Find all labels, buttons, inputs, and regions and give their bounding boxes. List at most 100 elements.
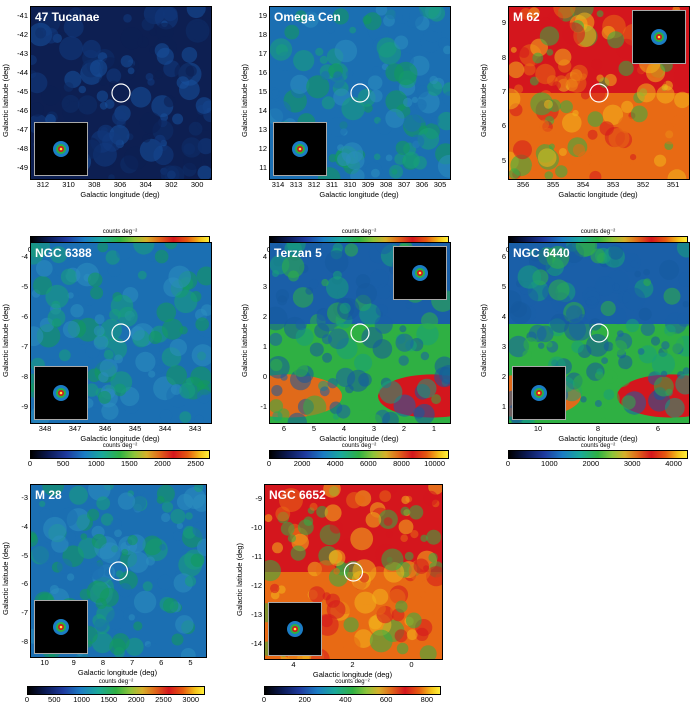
- x-tick-label: 354: [576, 180, 590, 189]
- x-tick-label: 1: [431, 424, 437, 433]
- y-axis-label: Galactic latitude (deg): [1, 542, 10, 615]
- x-tick-label: 312: [36, 180, 50, 189]
- y-tick-label: 0: [262, 372, 267, 381]
- x-tick-label: 346: [98, 424, 112, 433]
- x-tick-label: 8: [595, 424, 601, 433]
- x-tick-label: 345: [128, 424, 142, 433]
- y-tick-label: 2: [501, 372, 506, 381]
- y-axis-label: Galactic latitude (deg): [1, 64, 10, 137]
- x-tick-label: 356: [516, 180, 530, 189]
- colorbar-tick-label: 0: [266, 459, 272, 468]
- y-axis-label: Galactic latitude (deg): [1, 304, 10, 377]
- y-axis-label: Galactic latitude (deg): [479, 64, 488, 137]
- y-tick-label: -1: [260, 402, 267, 411]
- psf-inset: [34, 600, 88, 654]
- psf-inset: [34, 122, 88, 176]
- x-tick-label: 351: [666, 180, 680, 189]
- cluster-name: M 28: [35, 488, 62, 502]
- colorbar: [508, 450, 688, 459]
- colorbar-tick-label: 2500: [155, 695, 172, 704]
- y-tick-label: -47: [17, 125, 28, 135]
- cluster-name: NGC 6652: [269, 488, 326, 502]
- y-tick-label: -5: [21, 282, 28, 291]
- y-tick-label: 15: [258, 87, 267, 96]
- cluster-name: M 62: [513, 10, 540, 24]
- colorbar-tick-label: 0: [27, 459, 33, 468]
- x-tick-label: 310: [343, 180, 357, 189]
- y-tick-label: -13: [251, 609, 262, 619]
- x-axis-label: Galactic longitude (deg): [77, 668, 158, 677]
- cluster-name: NGC 6388: [35, 246, 92, 260]
- colorbar-tick-label: 1500: [100, 695, 118, 704]
- y-tick-label: 9: [501, 18, 506, 28]
- colorbar-tick-label: 2500: [187, 459, 204, 468]
- y-tick-label: 7: [501, 87, 506, 96]
- y-tick-label: -6: [21, 579, 28, 589]
- x-tick-label: 2: [350, 660, 355, 669]
- x-axis-label: Galactic longitude (deg): [319, 434, 399, 443]
- y-tick-label: -49: [17, 163, 28, 173]
- cluster-position-circle: [350, 323, 370, 343]
- x-tick-label: 302: [165, 180, 178, 189]
- colorbar-unit: counts deg⁻²: [335, 679, 370, 685]
- x-axis-label: Galactic longitude (deg): [80, 190, 160, 199]
- x-axis-label: Galactic longitude (deg): [558, 434, 638, 443]
- x-tick-label: 4: [291, 660, 296, 669]
- y-tick-label: 14: [258, 106, 267, 116]
- x-tick-label: 306: [113, 180, 127, 189]
- colorbar: [264, 686, 441, 695]
- x-tick-label: 0: [409, 660, 414, 669]
- y-tick-label: -11: [251, 551, 262, 561]
- colorbar-tick-label: 1000: [87, 459, 105, 468]
- counts-map: [264, 484, 443, 660]
- y-tick-label: 5: [501, 155, 506, 165]
- x-tick-label: 305: [433, 180, 447, 189]
- colorbar-tick-label: 200: [298, 695, 311, 704]
- x-tick-label: 3: [371, 424, 377, 433]
- cluster-name: Omega Cen: [274, 10, 341, 24]
- x-axis-label: Galactic longitude (deg): [558, 190, 638, 199]
- x-tick-label: 4: [341, 424, 347, 433]
- colorbar-tick-label: 2000: [293, 459, 311, 468]
- y-tick-label: -43: [17, 48, 28, 58]
- y-tick-label: -7: [21, 342, 28, 351]
- colorbar-tick-label: 10000: [424, 459, 446, 468]
- colorbar: [27, 686, 205, 695]
- colorbar-tick-label: 500: [56, 459, 70, 468]
- y-tick-label: -8: [21, 372, 28, 381]
- cluster-position-circle: [111, 83, 131, 103]
- y-tick-label: -9: [21, 402, 28, 411]
- colorbar-tick-label: 400: [339, 695, 352, 704]
- y-tick-label: 3: [501, 342, 506, 351]
- colorbar-tick-label: 0: [261, 695, 267, 704]
- y-axis-label: Galactic latitude (deg): [235, 543, 244, 616]
- y-axis-label: Galactic latitude (deg): [479, 304, 488, 377]
- colorbar-tick-label: 600: [379, 695, 393, 704]
- colorbar-unit: counts deg⁻²: [341, 443, 377, 449]
- colorbar-tick-label: 0: [24, 695, 30, 704]
- y-tick-label: -46: [17, 106, 28, 116]
- x-axis-label: Galactic longitude (deg): [312, 670, 393, 679]
- colorbar-tick-label: 1000: [541, 459, 558, 468]
- counts-map: [508, 6, 690, 180]
- cluster-position-circle: [589, 83, 609, 103]
- y-tick-label: 16: [258, 67, 267, 77]
- x-tick-label: 300: [190, 180, 204, 189]
- x-tick-label: 306: [415, 180, 429, 189]
- x-tick-label: 308: [88, 180, 101, 189]
- x-tick-label: 7: [129, 658, 135, 667]
- colorbar-tick-label: 500: [48, 695, 61, 704]
- y-axis-label: Galactic latitude (deg): [240, 304, 249, 377]
- x-tick-label: 312: [307, 180, 321, 189]
- colorbar-unit: counts deg⁻²: [580, 229, 616, 235]
- x-tick-label: 6: [655, 424, 661, 433]
- colorbar-tick-label: 2000: [154, 459, 171, 468]
- x-tick-label: 2: [401, 424, 407, 433]
- x-tick-label: 344: [158, 424, 172, 433]
- x-tick-label: 5: [188, 658, 193, 667]
- x-tick-label: 9: [71, 658, 76, 667]
- x-tick-label: 10: [533, 424, 543, 433]
- x-tick-label: 8: [100, 658, 105, 667]
- y-tick-label: 6: [501, 121, 506, 131]
- x-tick-label: 309: [361, 180, 375, 189]
